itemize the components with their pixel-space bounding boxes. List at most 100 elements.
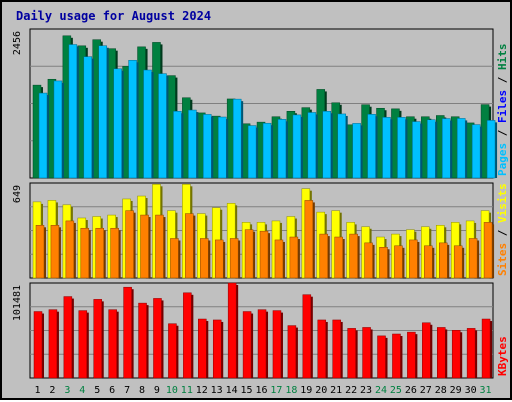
x-tick-label: 27 xyxy=(420,385,432,396)
bar-pages-day-24 xyxy=(382,117,391,179)
panel-visits: 649 Sites / Visits xyxy=(12,182,509,279)
bar-sites-day-4 xyxy=(80,227,90,279)
x-tick-label: 26 xyxy=(405,385,417,396)
bar-pages-day-28 xyxy=(442,118,451,179)
bar-kbytes-day-23 xyxy=(362,327,371,379)
panel-usage-legend: Pages / Files / Hits xyxy=(496,44,509,177)
bar-pages-day-4 xyxy=(83,56,93,179)
bar-kbytes-day-5 xyxy=(93,299,102,379)
bar-pages-day-13 xyxy=(217,116,227,179)
bar-pages-day-21 xyxy=(337,113,346,179)
bar-pages-day-26 xyxy=(412,121,421,179)
bar-kbytes-day-20 xyxy=(317,319,327,379)
bar-kbytes-day-8 xyxy=(138,302,147,379)
bar-pages-day-2 xyxy=(53,80,63,179)
bar-pages-day-22 xyxy=(352,123,361,179)
bar-sites-day-23 xyxy=(364,242,373,279)
bar-sites-day-14 xyxy=(229,238,239,279)
panel-kbytes: 101481 KBytes xyxy=(12,282,509,379)
bar-pages-day-20 xyxy=(322,111,332,179)
bar-sites-day-27 xyxy=(424,245,433,279)
bar-sites-day-18 xyxy=(289,236,299,279)
bar-kbytes-day-30 xyxy=(466,328,476,379)
bar-pages-day-3 xyxy=(68,44,78,179)
x-tick-label: 20 xyxy=(315,385,327,396)
panel-usage-ymax-label: 2456 xyxy=(12,31,23,55)
x-tick-label: 15 xyxy=(241,385,253,396)
bar-kbytes-day-25 xyxy=(392,333,401,379)
bar-kbytes-day-6 xyxy=(108,309,117,379)
legend-pages: Pages xyxy=(496,143,509,176)
legend-separator: / xyxy=(496,123,509,143)
bar-kbytes-day-2 xyxy=(48,309,58,379)
bar-kbytes-day-22 xyxy=(347,328,356,379)
x-tick-label: 7 xyxy=(124,385,130,396)
x-tick-label: 19 xyxy=(300,385,312,396)
x-tick-label: 13 xyxy=(211,385,223,396)
legend-files: Files xyxy=(496,90,509,123)
bar-kbytes-day-27 xyxy=(422,322,431,379)
bar-pages-day-23 xyxy=(367,114,376,179)
bar-sites-day-30 xyxy=(468,238,478,279)
bar-kbytes-day-19 xyxy=(302,294,312,379)
bar-pages-day-15 xyxy=(247,125,257,179)
x-tick-label: 6 xyxy=(109,385,115,396)
bar-pages-day-27 xyxy=(427,119,436,179)
x-tick-label: 10 xyxy=(166,385,178,396)
series-kbytes xyxy=(33,282,493,379)
bar-pages-day-10 xyxy=(173,111,182,179)
bar-kbytes-day-29 xyxy=(451,330,461,379)
bar-pages-day-16 xyxy=(262,122,272,179)
x-tick-label: 17 xyxy=(270,385,282,396)
x-tick-label: 23 xyxy=(360,385,372,396)
x-axis-labels: 1 2 3 4 5 6 7 8 9 10 11 12 13 14 15 16 17 18 19 20 21 22 23 24 2… xyxy=(34,385,491,396)
bar-kbytes-day-1 xyxy=(33,311,43,379)
legend-hits: Hits xyxy=(496,44,509,71)
bar-sites-day-28 xyxy=(439,242,448,279)
bar-pages-day-1 xyxy=(38,92,48,179)
bar-sites-day-17 xyxy=(274,239,284,279)
legend-separator: / xyxy=(496,70,509,90)
bar-sites-day-2 xyxy=(50,225,60,279)
x-tick-label: 12 xyxy=(196,385,208,396)
x-tick-label: 22 xyxy=(345,385,357,396)
x-tick-label: 28 xyxy=(435,385,447,396)
x-tick-label: 2 xyxy=(49,385,55,396)
series-sites xyxy=(35,200,495,279)
bar-kbytes-day-7 xyxy=(123,286,132,379)
bar-sites-day-9 xyxy=(155,214,164,279)
bar-pages-day-29 xyxy=(456,118,466,179)
bar-sites-day-19 xyxy=(304,200,314,279)
bar-kbytes-day-4 xyxy=(78,310,88,379)
bar-kbytes-day-18 xyxy=(287,325,297,379)
x-tick-label: 4 xyxy=(79,385,85,396)
panel-visits-legend: Sites / Visits xyxy=(496,183,509,276)
bar-sites-day-24 xyxy=(379,247,388,279)
x-tick-label: 1 xyxy=(34,385,40,396)
bar-sites-day-11 xyxy=(185,213,194,279)
bar-kbytes-day-10 xyxy=(168,323,177,379)
bar-pages-day-5 xyxy=(98,45,107,179)
bar-sites-day-13 xyxy=(214,239,224,279)
legend-kbytes: KBytes xyxy=(496,336,509,376)
bar-sites-day-3 xyxy=(65,220,75,279)
bar-pages-day-30 xyxy=(471,124,481,179)
bar-kbytes-day-24 xyxy=(377,335,386,379)
bar-sites-day-10 xyxy=(170,238,179,279)
bar-kbytes-day-28 xyxy=(437,327,446,379)
bar-pages-day-18 xyxy=(292,114,302,179)
x-tick-label: 31 xyxy=(480,385,492,396)
bar-kbytes-day-17 xyxy=(272,310,282,379)
bar-pages-day-8 xyxy=(143,69,152,179)
bar-kbytes-day-15 xyxy=(242,311,252,379)
bar-sites-day-20 xyxy=(319,233,329,279)
legend-sites: Sites xyxy=(496,243,509,276)
bar-sites-day-29 xyxy=(453,245,463,279)
bar-sites-day-6 xyxy=(110,227,119,279)
chart-panels: 2456 Pages / Files / Hits 649 Sites / Visit… xyxy=(12,28,509,379)
bar-pages-day-14 xyxy=(232,98,242,179)
panel-visits-ymax-label: 649 xyxy=(12,185,23,203)
bar-pages-day-17 xyxy=(277,119,287,179)
